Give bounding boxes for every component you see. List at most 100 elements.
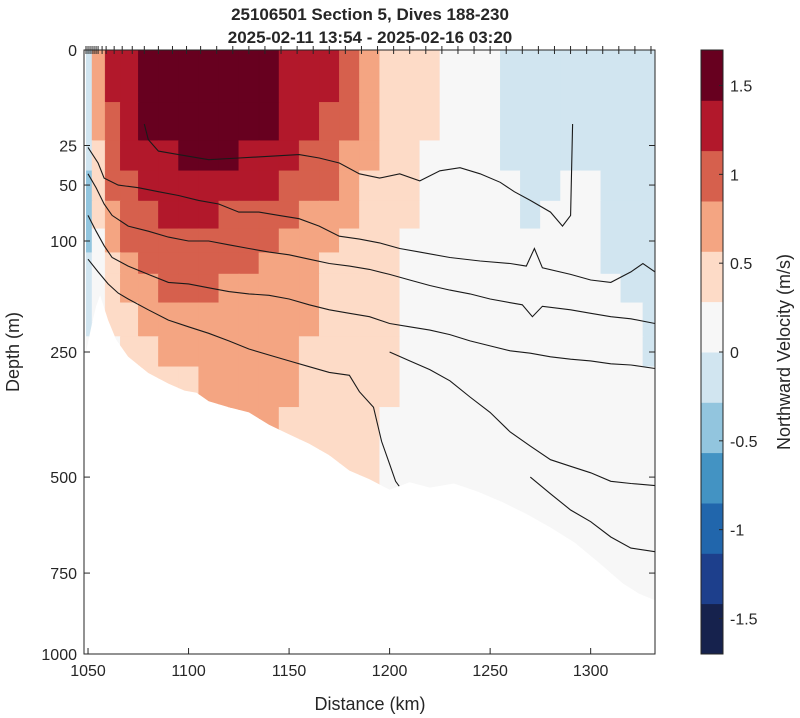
heatmap-cell: [319, 407, 341, 456]
colorbar-tick-label: 1.5: [730, 79, 752, 96]
x-axis-label: Distance (km): [314, 694, 425, 714]
heatmap-cell: [91, 252, 106, 275]
heatmap-cell: [298, 102, 321, 142]
heatmap-cell: [319, 140, 341, 172]
dive-location-ticks: [85, 46, 652, 54]
colorbar-segment: [701, 201, 723, 252]
heatmap-cell: [198, 273, 220, 304]
heatmap-cell: [238, 140, 260, 172]
heatmap-cell: [119, 302, 140, 338]
heatmap-cell: [379, 228, 401, 254]
heatmap-cell: [620, 536, 644, 574]
heatmap-cell: [238, 170, 260, 202]
heatmap-cell: [439, 140, 461, 172]
heatmap-cell: [258, 273, 280, 304]
heatmap-cell: [540, 336, 562, 368]
heatmap-cell: [620, 407, 644, 456]
heatmap-cell: [399, 102, 421, 142]
heatmap-cell: [560, 455, 582, 499]
heatmap-cell: [319, 273, 341, 304]
colorbar-tick-label: -1.5: [730, 611, 758, 628]
heatmap-cell: [104, 140, 121, 172]
heatmap-cell: [419, 228, 441, 254]
heatmap-cell: [642, 200, 655, 230]
heatmap-cell: [642, 407, 655, 456]
heatmap-cell: [339, 302, 361, 338]
heatmap-cell: [560, 50, 582, 104]
heatmap-cell: [540, 407, 562, 456]
heatmap-cell: [258, 50, 280, 104]
heatmap-cell: [158, 200, 180, 230]
heatmap-cell: [642, 50, 655, 104]
heatmap-cell: [138, 336, 160, 368]
heatmap-cell: [419, 336, 441, 368]
heatmap-cell: [198, 336, 220, 368]
heatmap-cell: [198, 252, 220, 275]
heatmap-cell: [198, 200, 220, 230]
heatmap-cell: [138, 228, 160, 254]
heatmap-cell: [278, 200, 300, 230]
heatmap-cell: [540, 228, 562, 254]
heatmap-cell: [642, 170, 655, 202]
heatmap-cell: [520, 366, 542, 409]
density-contour-line: [389, 351, 655, 487]
heatmap-cell: [278, 366, 300, 409]
heatmap-cell: [419, 50, 441, 104]
heatmap-cell: [339, 252, 361, 275]
heatmap-cell: [642, 536, 655, 574]
heatmap-cell: [339, 200, 361, 230]
heatmap-cell: [439, 302, 461, 338]
heatmap-cell: [298, 50, 321, 104]
heatmap-cell: [238, 302, 260, 338]
colorbar-tick-label: 0.5: [730, 256, 752, 273]
heatmap-cell: [479, 102, 502, 142]
heatmap-cell: [158, 252, 180, 275]
heatmap-cell: [278, 50, 300, 104]
heatmap-cell: [642, 497, 655, 538]
heatmap-cell: [158, 273, 180, 304]
heatmap-cell: [560, 336, 582, 368]
heatmap-cell: [298, 302, 321, 338]
heatmap-cell: [104, 50, 121, 104]
heatmap-cell: [520, 407, 542, 456]
heatmap-cell: [620, 302, 644, 338]
heatmap-cell: [91, 170, 106, 202]
density-contour-line: [87, 258, 403, 491]
heatmap-cell: [379, 102, 401, 142]
heatmap-cell: [138, 102, 160, 142]
heatmap-cell: [198, 50, 220, 104]
heatmap-cell: [359, 200, 381, 230]
heatmap-cell: [620, 102, 644, 142]
heatmap-cell: [178, 170, 200, 202]
heatmap-cell: [500, 455, 522, 499]
heatmap-cell: [379, 200, 401, 230]
heatmap-cell: [600, 170, 622, 202]
heatmap-cell: [104, 170, 121, 202]
heatmap-cell: [104, 102, 121, 142]
heatmap-cell: [479, 228, 502, 254]
heatmap-cell: [258, 336, 280, 368]
heatmap-cell: [459, 50, 481, 104]
heatmap-cell: [479, 366, 502, 409]
heatmap-cell: [580, 252, 602, 275]
heatmap-cell: [278, 302, 300, 338]
heatmap-cell: [104, 200, 121, 230]
heatmap-cell: [158, 50, 180, 104]
heatmap-cell: [500, 50, 522, 104]
heatmap-cell: [138, 170, 160, 202]
density-contour-line: [529, 476, 655, 553]
heatmap-cell: [278, 102, 300, 142]
heatmap-cell: [198, 302, 220, 338]
heatmap-cell: [298, 336, 321, 368]
colorbar-segment: [701, 100, 723, 152]
heatmap-cell: [339, 140, 361, 172]
plot-area: [84, 50, 655, 654]
heatmap-cell: [238, 366, 260, 409]
heatmap-cell: [319, 102, 341, 142]
heatmap-cell: [600, 252, 622, 275]
heatmap-cell: [359, 273, 381, 304]
heatmap-cell: [319, 170, 341, 202]
heatmap-cell: [238, 50, 260, 104]
heatmap-cell: [479, 200, 502, 230]
heatmap-cell: [379, 140, 401, 172]
